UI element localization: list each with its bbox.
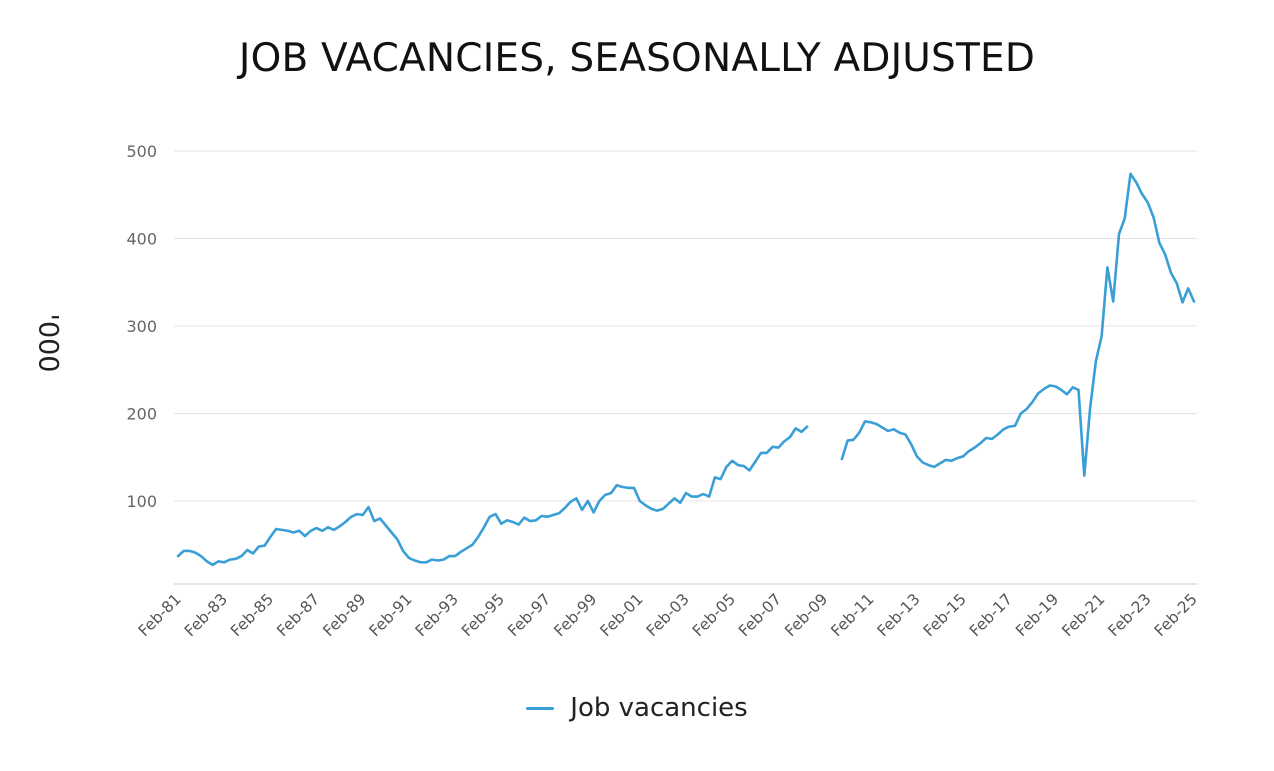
- x-tick-label: Feb-91: [366, 590, 416, 640]
- x-tick-label: Feb-01: [597, 590, 647, 640]
- x-tick-label: Feb-89: [320, 590, 370, 640]
- y-tick-label: 300: [126, 317, 157, 336]
- x-tick-label: Feb-17: [966, 590, 1016, 640]
- legend-label: Job vacancies: [570, 693, 748, 723]
- x-tick-label: Feb-05: [689, 590, 739, 640]
- x-tick-label: Feb-87: [273, 590, 323, 640]
- legend: Job vacancies: [0, 693, 1274, 723]
- x-tick-label: Feb-15: [920, 590, 970, 640]
- x-tick-label: Feb-03: [643, 590, 693, 640]
- x-tick-label: Feb-11: [828, 590, 878, 640]
- x-tick-label: Feb-83: [181, 590, 231, 640]
- series-line-segment-1: [176, 425, 809, 567]
- x-tick-label: Feb-81: [135, 590, 185, 640]
- x-tick-label: Feb-85: [227, 590, 277, 640]
- x-tick-label: Feb-95: [458, 590, 508, 640]
- y-tick-label: 100: [126, 492, 157, 511]
- x-tick-label: Feb-23: [1105, 590, 1155, 640]
- y-tick-label: 200: [126, 405, 157, 424]
- x-tick-label: Feb-99: [550, 590, 600, 640]
- x-tick-label: Feb-13: [874, 590, 924, 640]
- x-tick-label: Feb-07: [735, 590, 785, 640]
- x-tick-label: Feb-25: [1151, 590, 1201, 640]
- legend-swatch: [526, 706, 555, 710]
- x-tick-label: Feb-09: [781, 590, 831, 640]
- x-tick-label: Feb-19: [1012, 590, 1062, 640]
- x-tick-label: Feb-97: [504, 590, 554, 640]
- x-tick-label: Feb-93: [412, 590, 462, 640]
- x-tick-label: Feb-21: [1058, 590, 1108, 640]
- series-line-segment-2: [840, 172, 1196, 477]
- y-tick-label: 400: [126, 230, 157, 249]
- chart-title: JOB VACANCIES, SEASONALLY ADJUSTED: [238, 36, 1036, 81]
- y-tick-label: 500: [126, 142, 157, 161]
